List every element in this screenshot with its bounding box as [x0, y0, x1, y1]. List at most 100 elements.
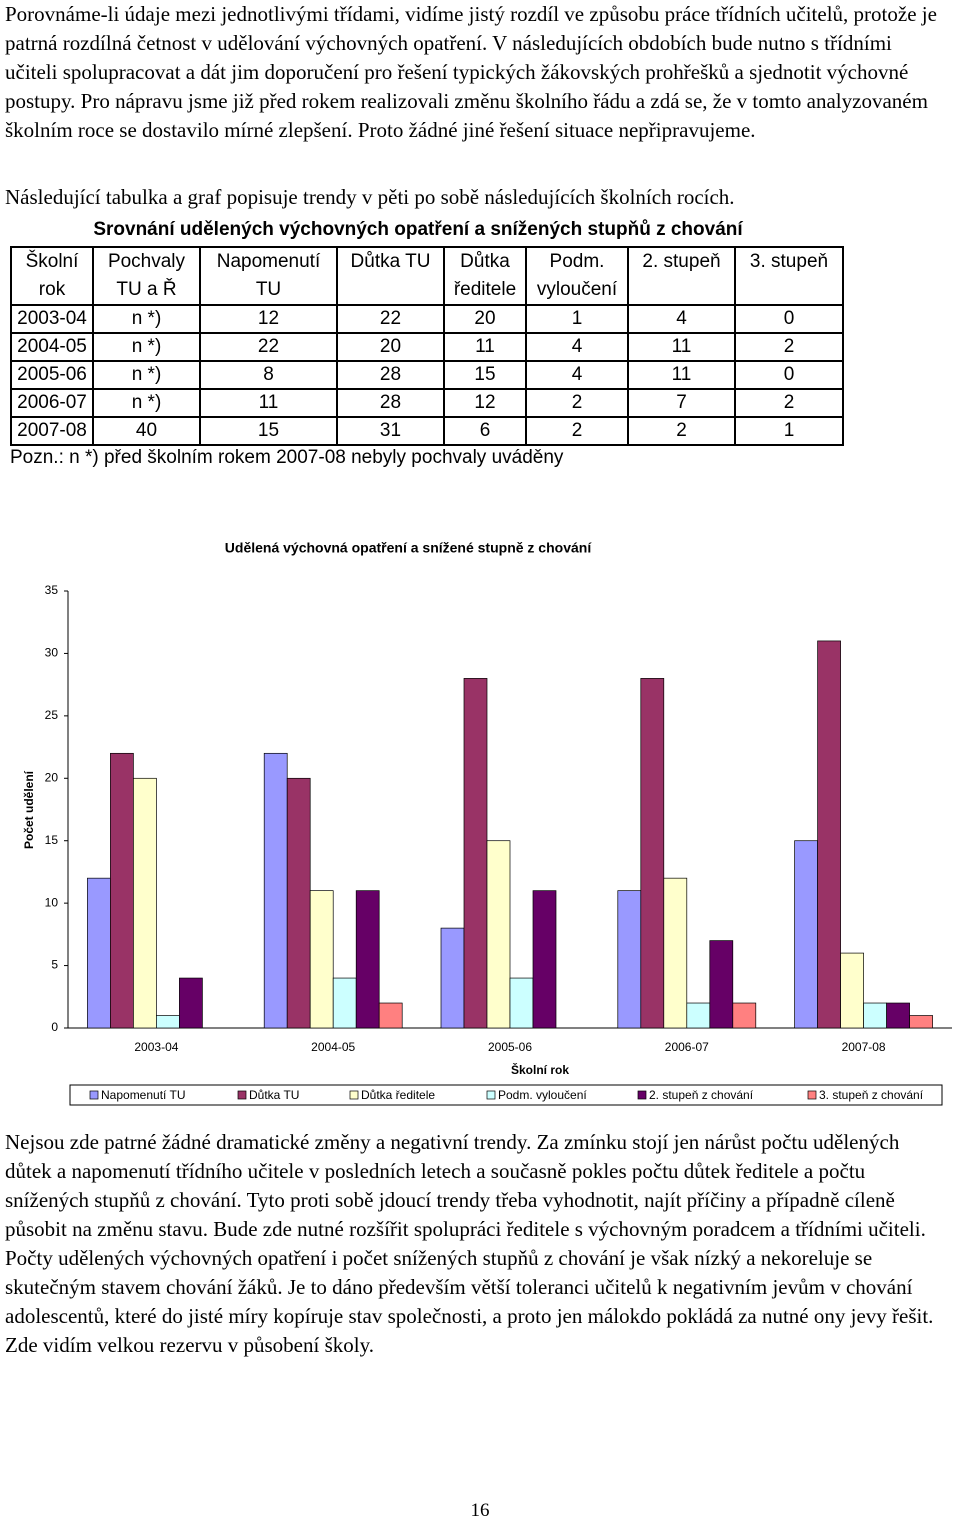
paragraph: Porovnáme-li údaje mezi jednotlivými tří…	[5, 2, 937, 142]
bar	[863, 1002, 887, 1029]
table-cell: 6	[443, 416, 527, 446]
header-text: vyloučení	[536, 279, 618, 300]
table-cell: 8	[199, 360, 338, 390]
legend-label: 3. stupeň z chování	[819, 1088, 924, 1102]
table-cell: 22	[336, 304, 445, 334]
x-tick-label: 2005-06	[488, 1040, 532, 1054]
x-tick-label: 2006-07	[665, 1040, 709, 1054]
header-text: Podm.	[549, 251, 605, 272]
legend-box	[69, 1084, 943, 1106]
chart: Udělená výchovná opatření a snížené stup…	[22, 540, 952, 1106]
bar	[686, 1002, 711, 1029]
header-cell: 2. stupeň	[627, 246, 736, 306]
y-tick-label: 0	[51, 1020, 58, 1034]
table-title: Srovnání udělených výchovných opatření a…	[93, 219, 743, 240]
bar	[156, 1015, 180, 1029]
table-cell: 15	[199, 416, 338, 446]
bar	[909, 1015, 933, 1029]
table-row: 2003-04 n *) 12 22 20 1 4 0	[10, 304, 844, 334]
legend-label: 2. stupeň z chování	[649, 1088, 754, 1102]
table-cell: 1	[734, 416, 844, 446]
bar	[532, 890, 557, 1029]
table-cell: 2	[525, 388, 629, 418]
bar	[286, 777, 311, 1029]
header-text: Důtka TU	[350, 251, 431, 272]
table-note: Pozn.: n *) před školním rokem 2007-08 n…	[10, 447, 564, 468]
table-cell: 11	[627, 360, 736, 390]
bar	[486, 840, 511, 1029]
x-axis-label: Školní rok	[511, 1062, 569, 1077]
table-cell: 4	[627, 304, 736, 334]
table-cell: 4	[525, 332, 629, 362]
bar	[378, 1002, 403, 1029]
table-cell: 2	[734, 388, 844, 418]
table-cell: n *)	[92, 388, 201, 418]
bar	[617, 890, 642, 1029]
table-cell: 2	[525, 416, 629, 446]
y-tick-label: 30	[45, 646, 59, 660]
bar	[840, 952, 864, 1029]
table-cell: 0	[734, 360, 844, 390]
bar	[886, 1002, 910, 1029]
header-text: Pochvaly	[107, 251, 186, 272]
x-tick-label: 2003-04	[134, 1040, 178, 1054]
table-cell: 2004-05	[10, 332, 94, 362]
table-cell: 2006-07	[10, 388, 94, 418]
table-cell: 31	[336, 416, 445, 446]
bar	[794, 840, 818, 1029]
table-cell: 2005-06	[10, 360, 94, 390]
chart-title: Udělená výchovná opatření a snížené stup…	[225, 540, 593, 556]
table-cell: n *)	[92, 304, 201, 334]
header-cell: Školní rok	[10, 246, 94, 306]
legend-swatch	[637, 1090, 647, 1100]
header-cell: Důtka ředitele	[443, 246, 527, 306]
legend-swatch	[349, 1090, 359, 1100]
table-cell: 11	[627, 332, 736, 362]
header-cell: 3. stupeň	[734, 246, 844, 306]
y-tick-label: 10	[45, 895, 59, 909]
legend-swatch	[237, 1090, 247, 1100]
header-text: ředitele	[453, 279, 517, 300]
bar	[640, 678, 665, 1029]
header-text: TU	[255, 279, 282, 300]
y-tick-label: 25	[45, 708, 59, 722]
y-tick-label: 15	[45, 833, 59, 847]
table-cell: 15	[443, 360, 527, 390]
bar	[355, 890, 380, 1029]
header-cell: Pochvaly TU a Ř	[92, 246, 201, 306]
y-tick-label: 5	[51, 958, 58, 972]
header-text: Napomenutí	[216, 251, 321, 272]
header-text: 2. stupeň	[642, 251, 721, 272]
table-cell: 4	[525, 360, 629, 390]
bar	[709, 940, 734, 1029]
bar	[732, 1002, 757, 1029]
bar	[110, 752, 134, 1029]
table-cell: 28	[336, 388, 445, 418]
table-cell: 22	[199, 332, 338, 362]
table-row: 2006-07 n *) 11 28 12 2 7 2	[10, 388, 844, 418]
table-cell: n *)	[92, 332, 201, 362]
page-number: 16	[470, 1500, 490, 1521]
x-tick-label: 2004-05	[311, 1040, 355, 1054]
legend-swatch	[89, 1090, 99, 1100]
y-tick-label: 35	[45, 583, 59, 597]
table-row: 2005-06 n *) 8 28 15 4 11 0	[10, 360, 844, 390]
bar	[440, 927, 465, 1029]
table-cell: 12	[443, 388, 527, 418]
paragraph: Následující tabulka a graf popisuje tren…	[5, 185, 735, 209]
legend-label: Podm. vyloučení	[498, 1088, 587, 1102]
bar	[179, 977, 203, 1029]
bar	[817, 640, 841, 1029]
legend-swatch	[486, 1090, 496, 1100]
table-cell: 1	[525, 304, 629, 334]
table-cell: 7	[627, 388, 736, 418]
header-cell: Důtka TU	[336, 246, 445, 306]
bar	[463, 678, 488, 1029]
y-axis-label: Počet udělení	[22, 770, 36, 849]
table-row: 2004-05 n *) 22 20 11 4 11 2	[10, 332, 844, 362]
bar	[332, 977, 357, 1029]
table-cell: 11	[443, 332, 527, 362]
legend-label: Důtka TU	[249, 1088, 299, 1102]
table-cell: 12	[199, 304, 338, 334]
bar	[663, 877, 688, 1029]
